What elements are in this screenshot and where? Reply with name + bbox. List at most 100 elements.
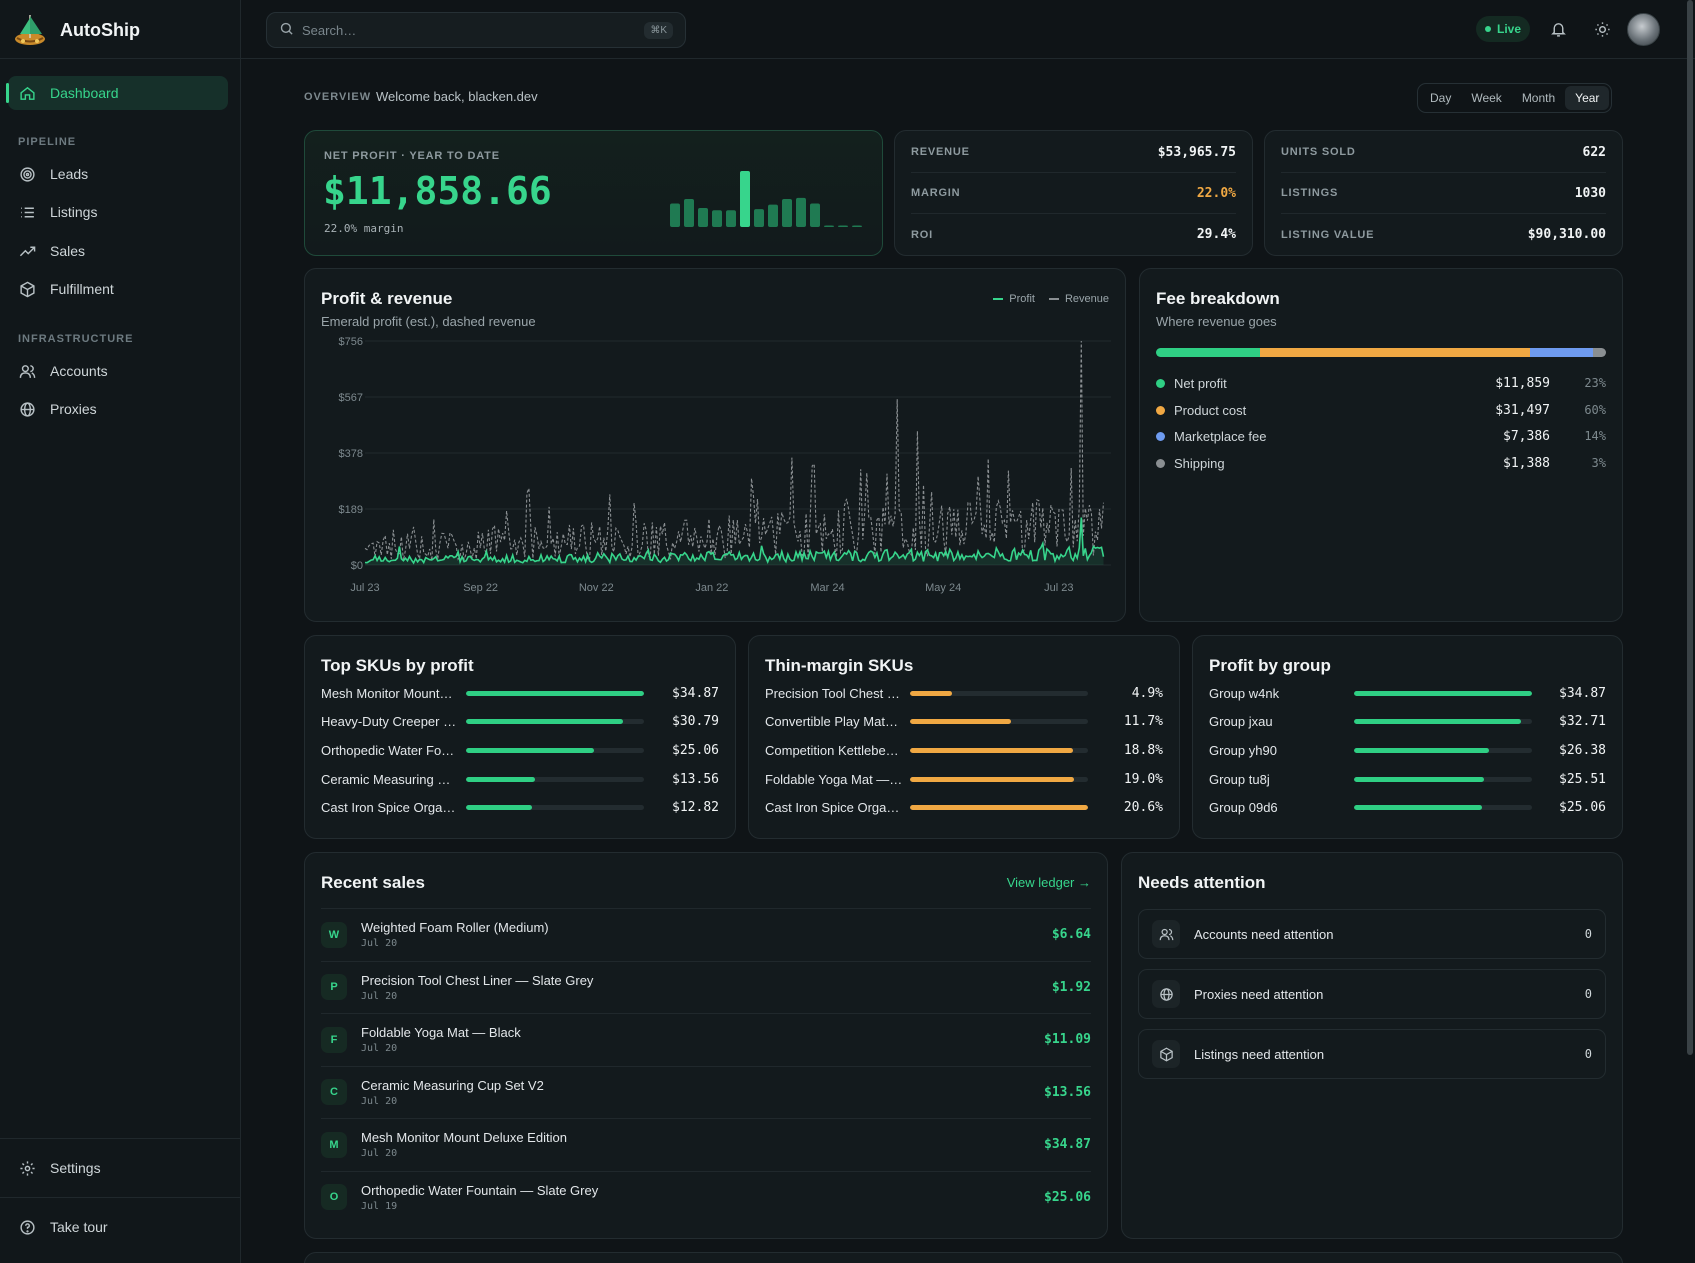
sparkline-bar bbox=[754, 209, 764, 227]
bar-list-label: Mesh Monitor Mount… bbox=[321, 685, 453, 701]
attention-label: Listings need attention bbox=[1194, 1046, 1325, 1062]
sale-row[interactable]: O Orthopedic Water Fountain — Slate Grey J… bbox=[321, 1170, 1091, 1223]
sale-amount: $11.09 bbox=[1044, 1032, 1091, 1047]
sale-row[interactable]: C Ceramic Measuring Cup Set V2 Jul 20 $13.5… bbox=[321, 1065, 1091, 1118]
bar-list-label: Competition Kettlebe… bbox=[765, 742, 899, 758]
fee-row-shipping: Shipping $1,388 3% bbox=[1156, 452, 1606, 474]
sidebar-item-leads[interactable]: Leads bbox=[8, 157, 228, 191]
attention-row-accounts[interactable]: Accounts need attention 0 bbox=[1138, 909, 1606, 959]
sale-info: Weighted Foam Roller (Medium) Jul 20 bbox=[361, 920, 1052, 949]
bar-list-fill bbox=[466, 747, 594, 753]
bar-list-fill bbox=[910, 690, 953, 696]
bar-list-label: Ceramic Measuring … bbox=[321, 771, 451, 787]
sidebar-item-proxies[interactable]: Proxies bbox=[8, 392, 228, 426]
sale-amount: $6.64 bbox=[1051, 927, 1091, 942]
attention-row-proxies[interactable]: Proxies need attention 0 bbox=[1138, 969, 1606, 1019]
bar-list-label: Group w4nk bbox=[1209, 685, 1280, 701]
profit-by-group-title: Profit by group bbox=[1209, 656, 1331, 675]
divider bbox=[0, 58, 241, 59]
sale-date: Jul 20 bbox=[361, 1095, 398, 1107]
attention-label: Proxies need attention bbox=[1194, 986, 1324, 1002]
revenue-stats-card: REVENUE $53,965.75 MARGIN 22.0% ROI 29.4… bbox=[894, 130, 1253, 256]
recent-sales-title: Recent sales bbox=[321, 873, 425, 892]
bar-list-row: Group tu8j $25.51 bbox=[1209, 769, 1606, 789]
bar-list-label: Group yh90 bbox=[1209, 742, 1277, 758]
users-icon bbox=[18, 362, 36, 380]
stat-label: LISTING VALUE bbox=[1281, 228, 1375, 241]
bar-list-value: $13.56 bbox=[672, 771, 719, 787]
sidebar-item-sales[interactable]: Sales bbox=[8, 234, 228, 268]
bar-list-fill bbox=[1354, 776, 1485, 782]
y-tick-label: $378 bbox=[339, 448, 363, 460]
sale-initial-badge: W bbox=[321, 921, 347, 948]
search-box[interactable]: ⌘K bbox=[266, 12, 686, 48]
fee-row-product-cost: Product cost $31,497 60% bbox=[1156, 399, 1606, 421]
fee-percent: 14% bbox=[1584, 429, 1606, 443]
sidebar-item-fulfillment[interactable]: Fulfillment bbox=[8, 272, 228, 306]
profit-revenue-card: Profit & revenue Emerald profit (est.), … bbox=[304, 268, 1126, 622]
attention-label: Accounts need attention bbox=[1194, 926, 1334, 942]
profit-revenue-chart: $756 $567 $378 $189 $0 Jul 23 Sep 22 Nov 22 Jan … bbox=[339, 336, 1111, 594]
search-input[interactable] bbox=[302, 22, 637, 38]
fee-amount: $7,386 bbox=[1503, 428, 1550, 444]
sale-initial-badge: P bbox=[321, 974, 347, 1000]
bar-list-fill bbox=[910, 747, 1073, 753]
view-ledger-link[interactable]: View ledger → bbox=[1006, 875, 1091, 890]
range-month-button[interactable]: Month bbox=[1521, 91, 1556, 105]
legend-item-profit: Profit bbox=[993, 293, 1035, 305]
sidebar-item-label: Take tour bbox=[50, 1219, 108, 1235]
fee-breakdown-card: Fee breakdown Where revenue goes Net pro… bbox=[1139, 268, 1623, 622]
stat-label: ROI bbox=[911, 228, 933, 241]
sidebar-item-take-tour[interactable]: Take tour bbox=[8, 1210, 228, 1244]
nav-section-infrastructure: INFRASTRUCTURE bbox=[18, 333, 134, 345]
bar-list-fill bbox=[910, 719, 1012, 725]
bell-icon[interactable] bbox=[1547, 18, 1569, 40]
avatar[interactable] bbox=[1627, 13, 1660, 46]
attention-count: 0 bbox=[1584, 987, 1592, 1001]
range-year-button[interactable]: Year bbox=[1565, 86, 1610, 110]
gear-icon bbox=[18, 1159, 36, 1177]
bar-list-fill bbox=[466, 776, 536, 782]
bar-list-value: 18.8% bbox=[1123, 742, 1163, 758]
bar-list-label: Precision Tool Chest … bbox=[765, 685, 900, 701]
sidebar-item-listings[interactable]: Listings bbox=[8, 195, 228, 229]
fee-dot-icon bbox=[1156, 431, 1165, 441]
bar-list-track bbox=[910, 719, 1088, 725]
sale-row[interactable]: W Weighted Foam Roller (Medium) Jul 20 $6.6… bbox=[321, 908, 1091, 960]
sale-amount: $25.06 bbox=[1044, 1189, 1091, 1205]
bar-list-fill bbox=[466, 805, 532, 811]
sale-row[interactable]: M Mesh Monitor Mount Deluxe Edition Jul 20… bbox=[321, 1118, 1091, 1170]
sale-row[interactable]: P Precision Tool Chest Liner — Slate Grey… bbox=[321, 960, 1091, 1013]
range-day-button[interactable]: Day bbox=[1430, 91, 1452, 105]
brand[interactable]: AutoShip bbox=[12, 10, 140, 50]
top-skus-card: Top SKUs by profit Mesh Monitor Mount… $3… bbox=[304, 635, 736, 839]
bar-list-value: $32.71 bbox=[1559, 714, 1606, 730]
sidebar-item-label: Leads bbox=[50, 166, 89, 182]
legend-item-revenue: Revenue bbox=[1048, 293, 1109, 305]
app-name: AutoShip bbox=[60, 19, 140, 40]
revenue-series-line bbox=[364, 340, 1105, 561]
y-tick-label: $756 bbox=[339, 336, 363, 348]
sidebar-item-settings[interactable]: Settings bbox=[8, 1151, 228, 1185]
fee-percent: 3% bbox=[1591, 456, 1606, 470]
bar-list-fill bbox=[1354, 747, 1489, 753]
sun-icon[interactable] bbox=[1591, 18, 1613, 40]
sale-product-name: Orthopedic Water Fountain — Slate Grey bbox=[361, 1182, 599, 1198]
divider bbox=[0, 1197, 241, 1198]
sidebar-item-accounts[interactable]: Accounts bbox=[8, 354, 228, 388]
sale-info: Foldable Yoga Mat — Black Jul 20 bbox=[361, 1025, 1044, 1054]
attention-row-listings[interactable]: Listings need attention 0 bbox=[1138, 1029, 1606, 1079]
users-icon bbox=[1152, 920, 1180, 948]
bar-list-track bbox=[910, 776, 1088, 782]
fee-bar-segment bbox=[1592, 348, 1606, 357]
scrollbar[interactable] bbox=[1687, 0, 1693, 1055]
sidebar-item-dashboard[interactable]: Dashboard bbox=[6, 76, 228, 110]
fee-bar-segment bbox=[1259, 348, 1530, 357]
bar-list-value: $30.79 bbox=[672, 714, 719, 730]
sale-date: Jul 20 bbox=[361, 1043, 398, 1054]
stat-value: 622 bbox=[1582, 144, 1606, 160]
x-tick-label: Jan 22 bbox=[695, 582, 728, 594]
bar-list-value: $34.87 bbox=[672, 685, 719, 701]
sale-row[interactable]: F Foldable Yoga Mat — Black Jul 20 $11.09 bbox=[321, 1013, 1091, 1065]
range-week-button[interactable]: Week bbox=[1471, 91, 1502, 105]
